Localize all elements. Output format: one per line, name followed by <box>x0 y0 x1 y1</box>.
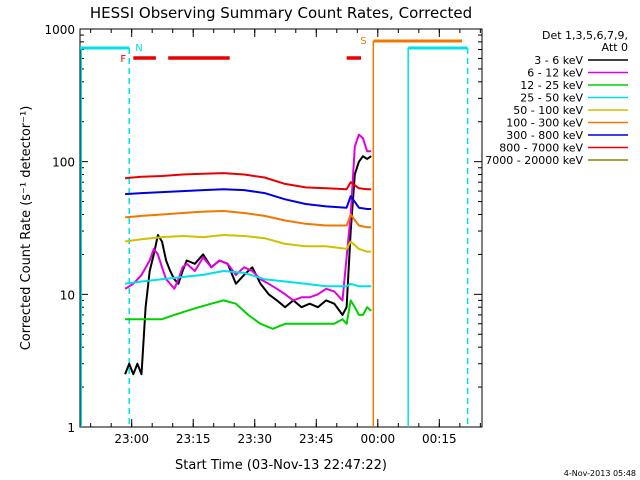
legend-label-8: 800 - 7000 keV <box>499 142 583 155</box>
series-line-1 <box>124 155 372 376</box>
legend-label-9: 7000 - 20000 keV <box>485 154 583 167</box>
axis-ticks: 23:00 23:15 23:30 23:45 00:00 00:15 1 10 100 1000 <box>44 23 482 446</box>
y-tick-label: 10 <box>60 288 75 302</box>
legend-label-3: 12 - 25 keV <box>520 79 583 92</box>
series-lines <box>124 133 372 376</box>
legend-header-line-2: Att 0 <box>602 41 628 54</box>
legend-label-4: 25 - 50 keV <box>520 92 583 105</box>
plot-frame <box>79 28 483 428</box>
saa-flag-label: S <box>360 36 366 47</box>
x-tick-label: 00:00 <box>361 432 396 446</box>
legend-header-line-1: Det 1,3,5,6,7,9, <box>542 29 628 42</box>
legend-label-6: 100 - 300 keV <box>506 117 583 130</box>
flare-flag-label: F <box>120 54 126 65</box>
series-line-4 <box>124 270 372 288</box>
timestamp: 4-Nov-2013 05:48 <box>564 469 636 478</box>
legend-label-1: 3 - 6 keV <box>534 54 583 67</box>
x-tick-label: 00:15 <box>422 432 457 446</box>
y-tick-label: 1 <box>67 421 75 435</box>
observing-flags: NF S <box>80 36 469 427</box>
chart-title: HESSI Observing Summary Count Rates, Cor… <box>90 4 472 22</box>
night-flag-label: N <box>135 43 142 54</box>
x-axis-label: Start Time (03-Nov-13 22:47:22) <box>175 458 387 473</box>
series-line-7 <box>125 188 372 210</box>
x-tick-label: 23:15 <box>176 432 211 446</box>
legend-label-7: 300 - 800 keV <box>506 129 583 142</box>
legend-label-5: 50 - 100 keV <box>513 104 583 117</box>
series-line-3 <box>125 299 372 330</box>
x-tick-label: 23:30 <box>237 432 272 446</box>
series-line-6 <box>125 210 372 229</box>
legend-label-2: 6 - 12 keV <box>527 67 583 80</box>
x-tick-label: 23:45 <box>299 432 334 446</box>
y-tick-label: 100 <box>52 156 75 170</box>
series-line-2 <box>124 133 372 302</box>
x-tick-label: 23:00 <box>114 432 149 446</box>
y-tick-label: 1000 <box>44 23 75 37</box>
series-line-8 <box>125 172 372 191</box>
y-axis-label: Corrected Count Rate (s⁻¹ detector⁻¹) <box>19 106 34 351</box>
series-line-5 <box>124 234 372 253</box>
